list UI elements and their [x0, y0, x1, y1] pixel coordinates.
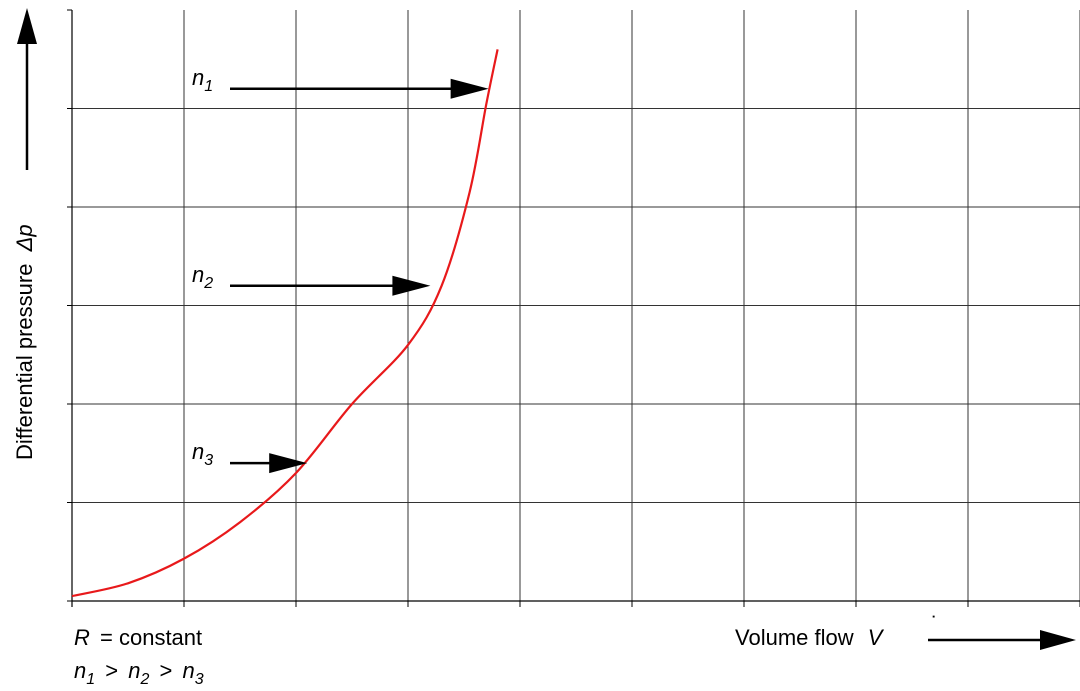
x-axis-arrow-head — [1040, 630, 1076, 650]
series-line — [71, 49, 499, 598]
order-n1-sub: 1 — [86, 671, 95, 688]
resistance-text: = constant — [100, 625, 202, 650]
x-axis-label-symbol: V — [868, 625, 885, 650]
resistance-symbol: R — [74, 625, 90, 650]
order-op-1: > — [105, 658, 118, 683]
annotation-label-name: n — [192, 262, 204, 287]
y-axis-label-symbol: Δp — [12, 224, 37, 252]
order-n1-name: n — [74, 658, 86, 683]
grid — [67, 9, 1080, 607]
annotation-label-sub: 1 — [204, 78, 213, 95]
annotation-label-sub: 3 — [204, 452, 213, 469]
annotation-label-name: n — [192, 439, 204, 464]
speed-order-note: n1 > n2 > n3 — [74, 658, 204, 689]
order-n3-name: n — [183, 658, 195, 683]
annotation-arrow-head — [269, 453, 308, 474]
annotation-label: n2 — [192, 262, 213, 292]
x-axis-label-text: Volume flow — [735, 625, 854, 650]
y-axis-label: Differential pressure Δp — [12, 224, 37, 460]
x-axis-symbol-dot: ˙ — [931, 612, 938, 637]
order-n2-name: n — [128, 658, 140, 683]
annotation-label: n3 — [192, 439, 213, 469]
order-n3-sub: 3 — [195, 671, 204, 688]
y-axis-label-group: Differential pressure Δp — [12, 224, 37, 460]
order-op-2: > — [160, 658, 173, 683]
order-n2-sub: 2 — [140, 671, 150, 688]
annotation-arrow-head — [392, 275, 431, 296]
x-axis-label: Volume flow V — [735, 625, 885, 650]
annotation-label-name: n — [192, 65, 204, 90]
series-layer — [71, 49, 499, 598]
y-axis-arrow-head — [17, 8, 37, 44]
annotation-label-sub: 2 — [203, 275, 213, 292]
resistance-note: R = constant — [74, 625, 202, 650]
y-axis-label-text: Differential pressure — [12, 264, 37, 460]
annotation-arrow-head — [450, 78, 489, 99]
annotation-label: n1 — [192, 65, 213, 95]
